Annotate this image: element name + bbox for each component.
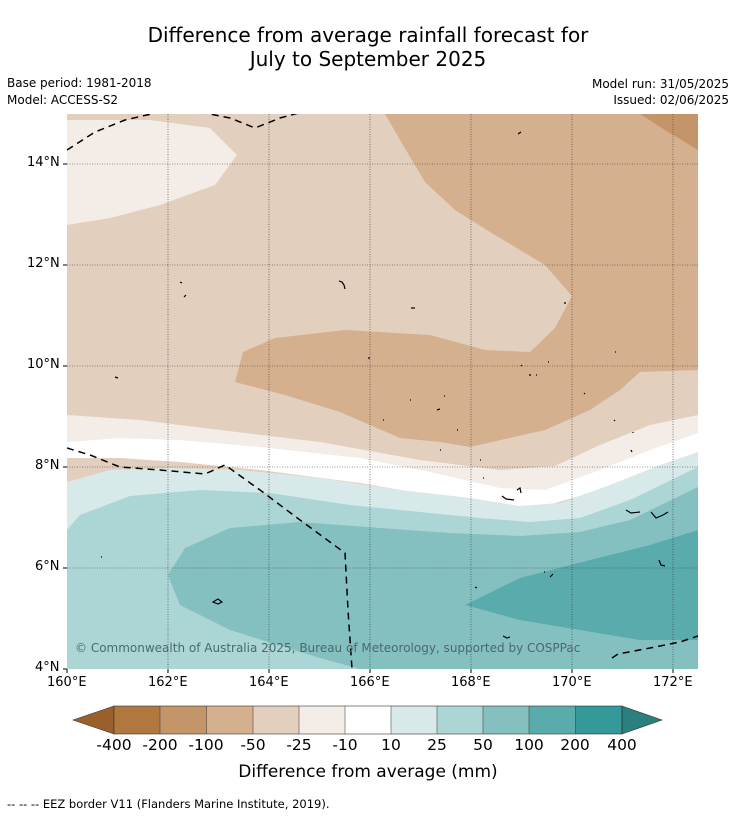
axis-ticks — [63, 163, 674, 673]
colorbar-low-extension — [72, 705, 115, 735]
contour-minus10-25-north — [67, 120, 237, 225]
contour-minus50-100-north — [235, 114, 698, 447]
lon-tick-label: 166°E — [350, 675, 390, 690]
islands — [101, 131, 669, 639]
colorbar-bin — [391, 706, 437, 734]
eez-border — [67, 114, 698, 669]
colorbar-label: 50 — [473, 736, 493, 754]
colorbar-bin — [529, 706, 576, 734]
colorbar-bin — [575, 706, 622, 734]
colorbar-label: 200 — [560, 736, 590, 754]
lat-tick-label: 14°N — [27, 155, 60, 170]
lon-tick-label: 164°E — [249, 675, 289, 690]
colorbar-label: -200 — [142, 736, 178, 754]
copyright-notice: © Commonwealth of Australia 2025, Bureau… — [75, 641, 581, 655]
colorbar-title: Difference from average (mm) — [238, 762, 498, 782]
map-title-line1: Difference from average rainfall forecas… — [147, 23, 589, 47]
eez-legend: -- -- -- EEZ border V11 (Flanders Marine… — [7, 797, 330, 811]
map-title-line2: July to September 2025 — [249, 47, 487, 71]
issued-text: Issued: 02/06/2025 — [613, 93, 729, 107]
lat-tick-label: 8°N — [35, 458, 60, 473]
lat-tick-label: 6°N — [35, 559, 60, 574]
contour-minus10-25-south — [67, 415, 698, 500]
colorbar-label: 25 — [427, 736, 447, 754]
graticule — [67, 114, 698, 669]
rainfall-contours — [67, 114, 698, 669]
base-period-text: Base period: 1981-2018 — [7, 76, 152, 90]
colorbar-bin — [160, 706, 207, 734]
lon-tick-label: 160°E — [47, 675, 87, 690]
colorbar-bin — [206, 706, 253, 734]
colorbar-bin — [299, 706, 345, 734]
colorbar-bin — [114, 706, 160, 734]
colorbar-label: -10 — [332, 736, 358, 754]
colorbar-label: -100 — [188, 736, 224, 754]
colorbar-label: -400 — [96, 736, 132, 754]
lon-tick-label: 170°E — [552, 675, 592, 690]
contour-neutral — [67, 433, 698, 506]
lat-tick-label: 4°N — [35, 660, 60, 675]
model-text: Model: ACCESS-S2 — [7, 93, 119, 107]
colorbar-bin — [253, 706, 299, 734]
lon-tick-label: 172°E — [653, 675, 693, 690]
colorbar-label: 100 — [514, 736, 544, 754]
contour-minus100-200 — [640, 114, 698, 150]
colorbar-label: -25 — [286, 736, 312, 754]
colorbar-bin — [345, 706, 391, 734]
colorbar-label: 400 — [607, 736, 637, 754]
colorbar — [72, 705, 663, 735]
model-run-text: Model run: 31/05/2025 — [591, 77, 729, 91]
lon-tick-label: 162°E — [148, 675, 188, 690]
colorbar-bin — [437, 706, 483, 734]
colorbar-bin — [483, 706, 529, 734]
lat-tick-label: 10°N — [27, 357, 60, 372]
colorbar-high-extension — [621, 705, 663, 735]
colorbar-label: 10 — [381, 736, 401, 754]
lat-tick-label: 12°N — [27, 256, 60, 271]
contour-plus100-200 — [465, 530, 698, 640]
lon-tick-label: 168°E — [451, 675, 491, 690]
colorbar-label: -50 — [240, 736, 266, 754]
